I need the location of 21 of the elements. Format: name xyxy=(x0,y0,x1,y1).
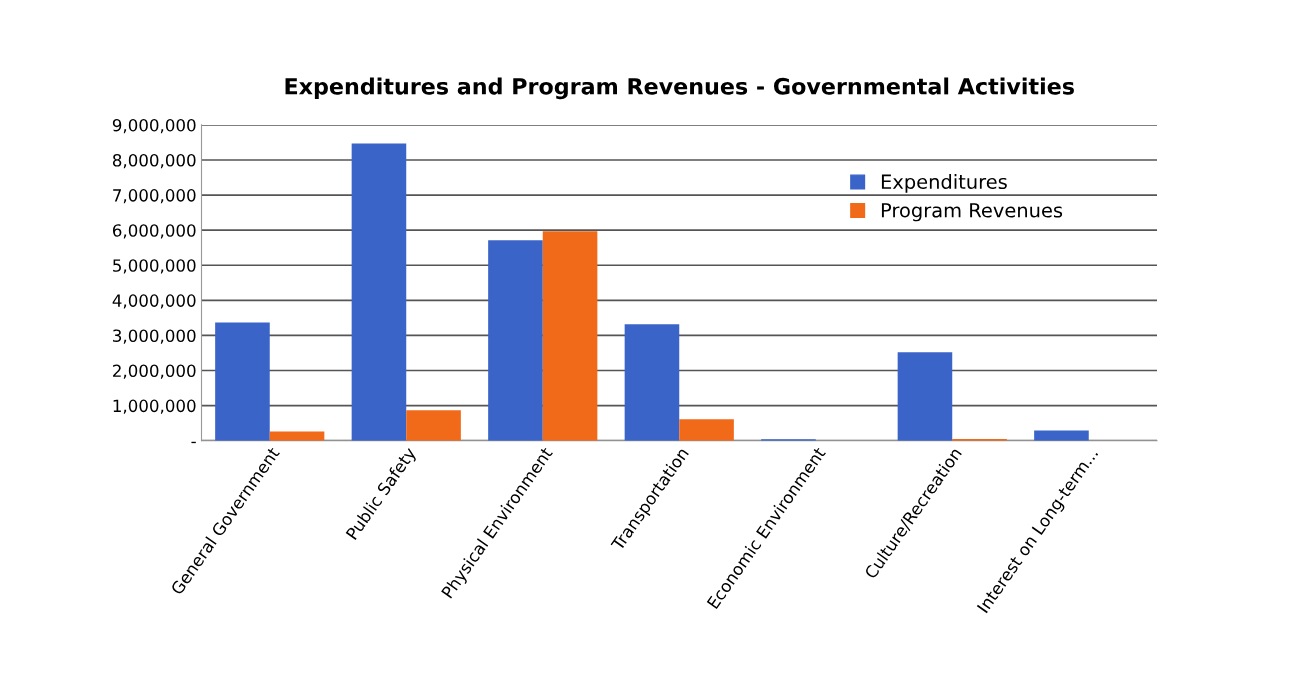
bar xyxy=(679,419,734,441)
y-tick-label: 9,000,000 xyxy=(112,118,196,134)
bar xyxy=(406,410,461,441)
bar xyxy=(488,240,543,441)
bar xyxy=(351,143,407,441)
y-tick-label: 6,000,000 xyxy=(112,224,196,239)
y-tick-label: 2,000,000 xyxy=(113,364,196,379)
bar xyxy=(542,231,598,441)
legend-label: Program Revenues xyxy=(881,203,1063,222)
y-tick-label: 7,000,000 xyxy=(113,189,196,204)
y-tick-label: 8,000,000 xyxy=(112,153,196,169)
y-tick-label: 1,000,000 xyxy=(113,399,196,414)
bar xyxy=(624,324,680,441)
legend-label: Expenditures xyxy=(881,174,1007,193)
y-tick-label: 4,000,000 xyxy=(112,294,196,309)
y-tick-label: - xyxy=(191,441,196,444)
bar xyxy=(215,322,270,441)
y-tick-label: 3,000,000 xyxy=(113,329,196,344)
y-tick-label: 5,000,000 xyxy=(113,259,196,274)
bar xyxy=(897,352,953,441)
chart-title: Expenditures and Program Revenues - Governmental Activities xyxy=(285,77,1074,100)
